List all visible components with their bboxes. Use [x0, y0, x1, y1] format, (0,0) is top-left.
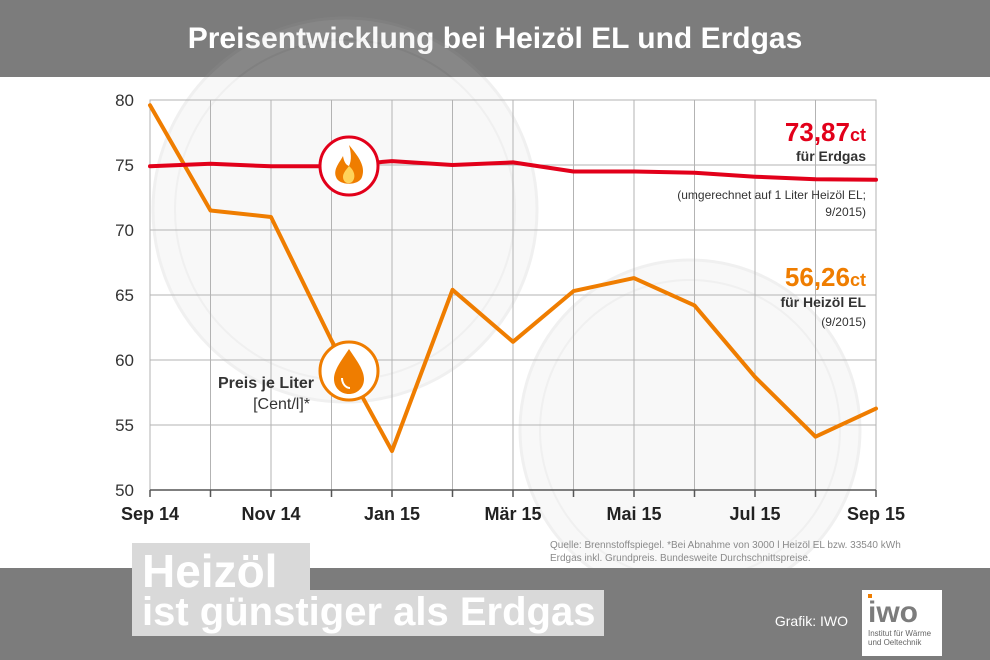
x-tick-label: Sep 15: [847, 504, 905, 524]
x-tick-label: Jan 15: [364, 504, 420, 524]
iwo-logo: iwo Institut für Wärme und Oeltechnik: [862, 590, 942, 656]
y-tick-label: 50: [115, 481, 134, 500]
x-tick-label: Nov 14: [241, 504, 300, 524]
y-tick-label: 65: [115, 286, 134, 305]
chart-grid: [149, 99, 877, 497]
y-tick-label: 70: [115, 221, 134, 240]
flame-icon: [318, 135, 380, 197]
title-bar: Preisentwicklung bei Heizöl EL und Erdga…: [0, 0, 990, 77]
heizoel-value: 56,26: [785, 262, 850, 292]
y-tick-label: 75: [115, 156, 134, 175]
euro-coin-watermark: [151, 16, 862, 602]
iwo-logo-graphic: iwo Institut für Wärme und Oeltechnik: [868, 594, 932, 647]
x-tick-label: Mai 15: [606, 504, 661, 524]
iwo-logo-line-2: und Oeltechnik: [868, 638, 922, 647]
y-tick-label: 80: [115, 91, 134, 110]
iwo-logo-dot: [868, 594, 872, 598]
source-note-2: Erdgas inkl. Grundpreis. Bundesweite Dur…: [550, 553, 811, 564]
iwo-logo-line-1: Institut für Wärme: [868, 629, 932, 638]
erdgas-label: für Erdgas: [796, 148, 866, 164]
headline-line-2: ist günstiger als Erdgas: [132, 590, 604, 636]
erdgas-unit: ct: [850, 125, 866, 145]
series-lines: [148, 103, 878, 453]
x-tick-label: Jul 15: [729, 504, 780, 524]
iwo-logo-mark: iwo: [868, 596, 918, 629]
ylabel-line-2: [Cent/l]*: [253, 396, 310, 413]
oil-drop-icon: [318, 340, 380, 402]
x-tick-label: Sep 14: [121, 504, 179, 524]
heizoel-unit: ct: [850, 270, 866, 290]
series-line-erdgas: [148, 159, 878, 182]
y-tick-label: 55: [115, 416, 134, 435]
erdgas-value-label: 73,87ct: [785, 117, 866, 147]
page-title: Preisentwicklung bei Heizöl EL und Erdga…: [187, 22, 803, 55]
ylabel-line-1: Preis je Liter: [218, 375, 314, 392]
erdgas-note-2: 9/2015): [825, 205, 866, 219]
series-line-heizoel: [148, 103, 878, 453]
graphic-credit: Grafik: IWO: [774, 613, 848, 629]
x-tick-label: Mär 15: [484, 504, 541, 524]
heizoel-label: für Heizöl EL: [780, 294, 866, 310]
erdgas-value: 73,87: [785, 117, 850, 147]
y-axis-ticks: 50 55 60 65 70 75 80: [115, 91, 134, 500]
y-tick-label: 60: [115, 351, 134, 370]
heizoel-note: (9/2015): [821, 315, 866, 329]
source-note-1: Quelle: Brennstoffspiegel. *Bei Abnahme …: [550, 540, 901, 551]
erdgas-note-1: (umgerechnet auf 1 Liter Heizöl EL;: [677, 188, 866, 202]
x-axis-ticks: Sep 14 Nov 14 Jan 15 Mär 15 Mai 15 Jul 15 Sep …: [121, 504, 905, 524]
heizoel-value-label: 56,26ct: [785, 262, 866, 292]
